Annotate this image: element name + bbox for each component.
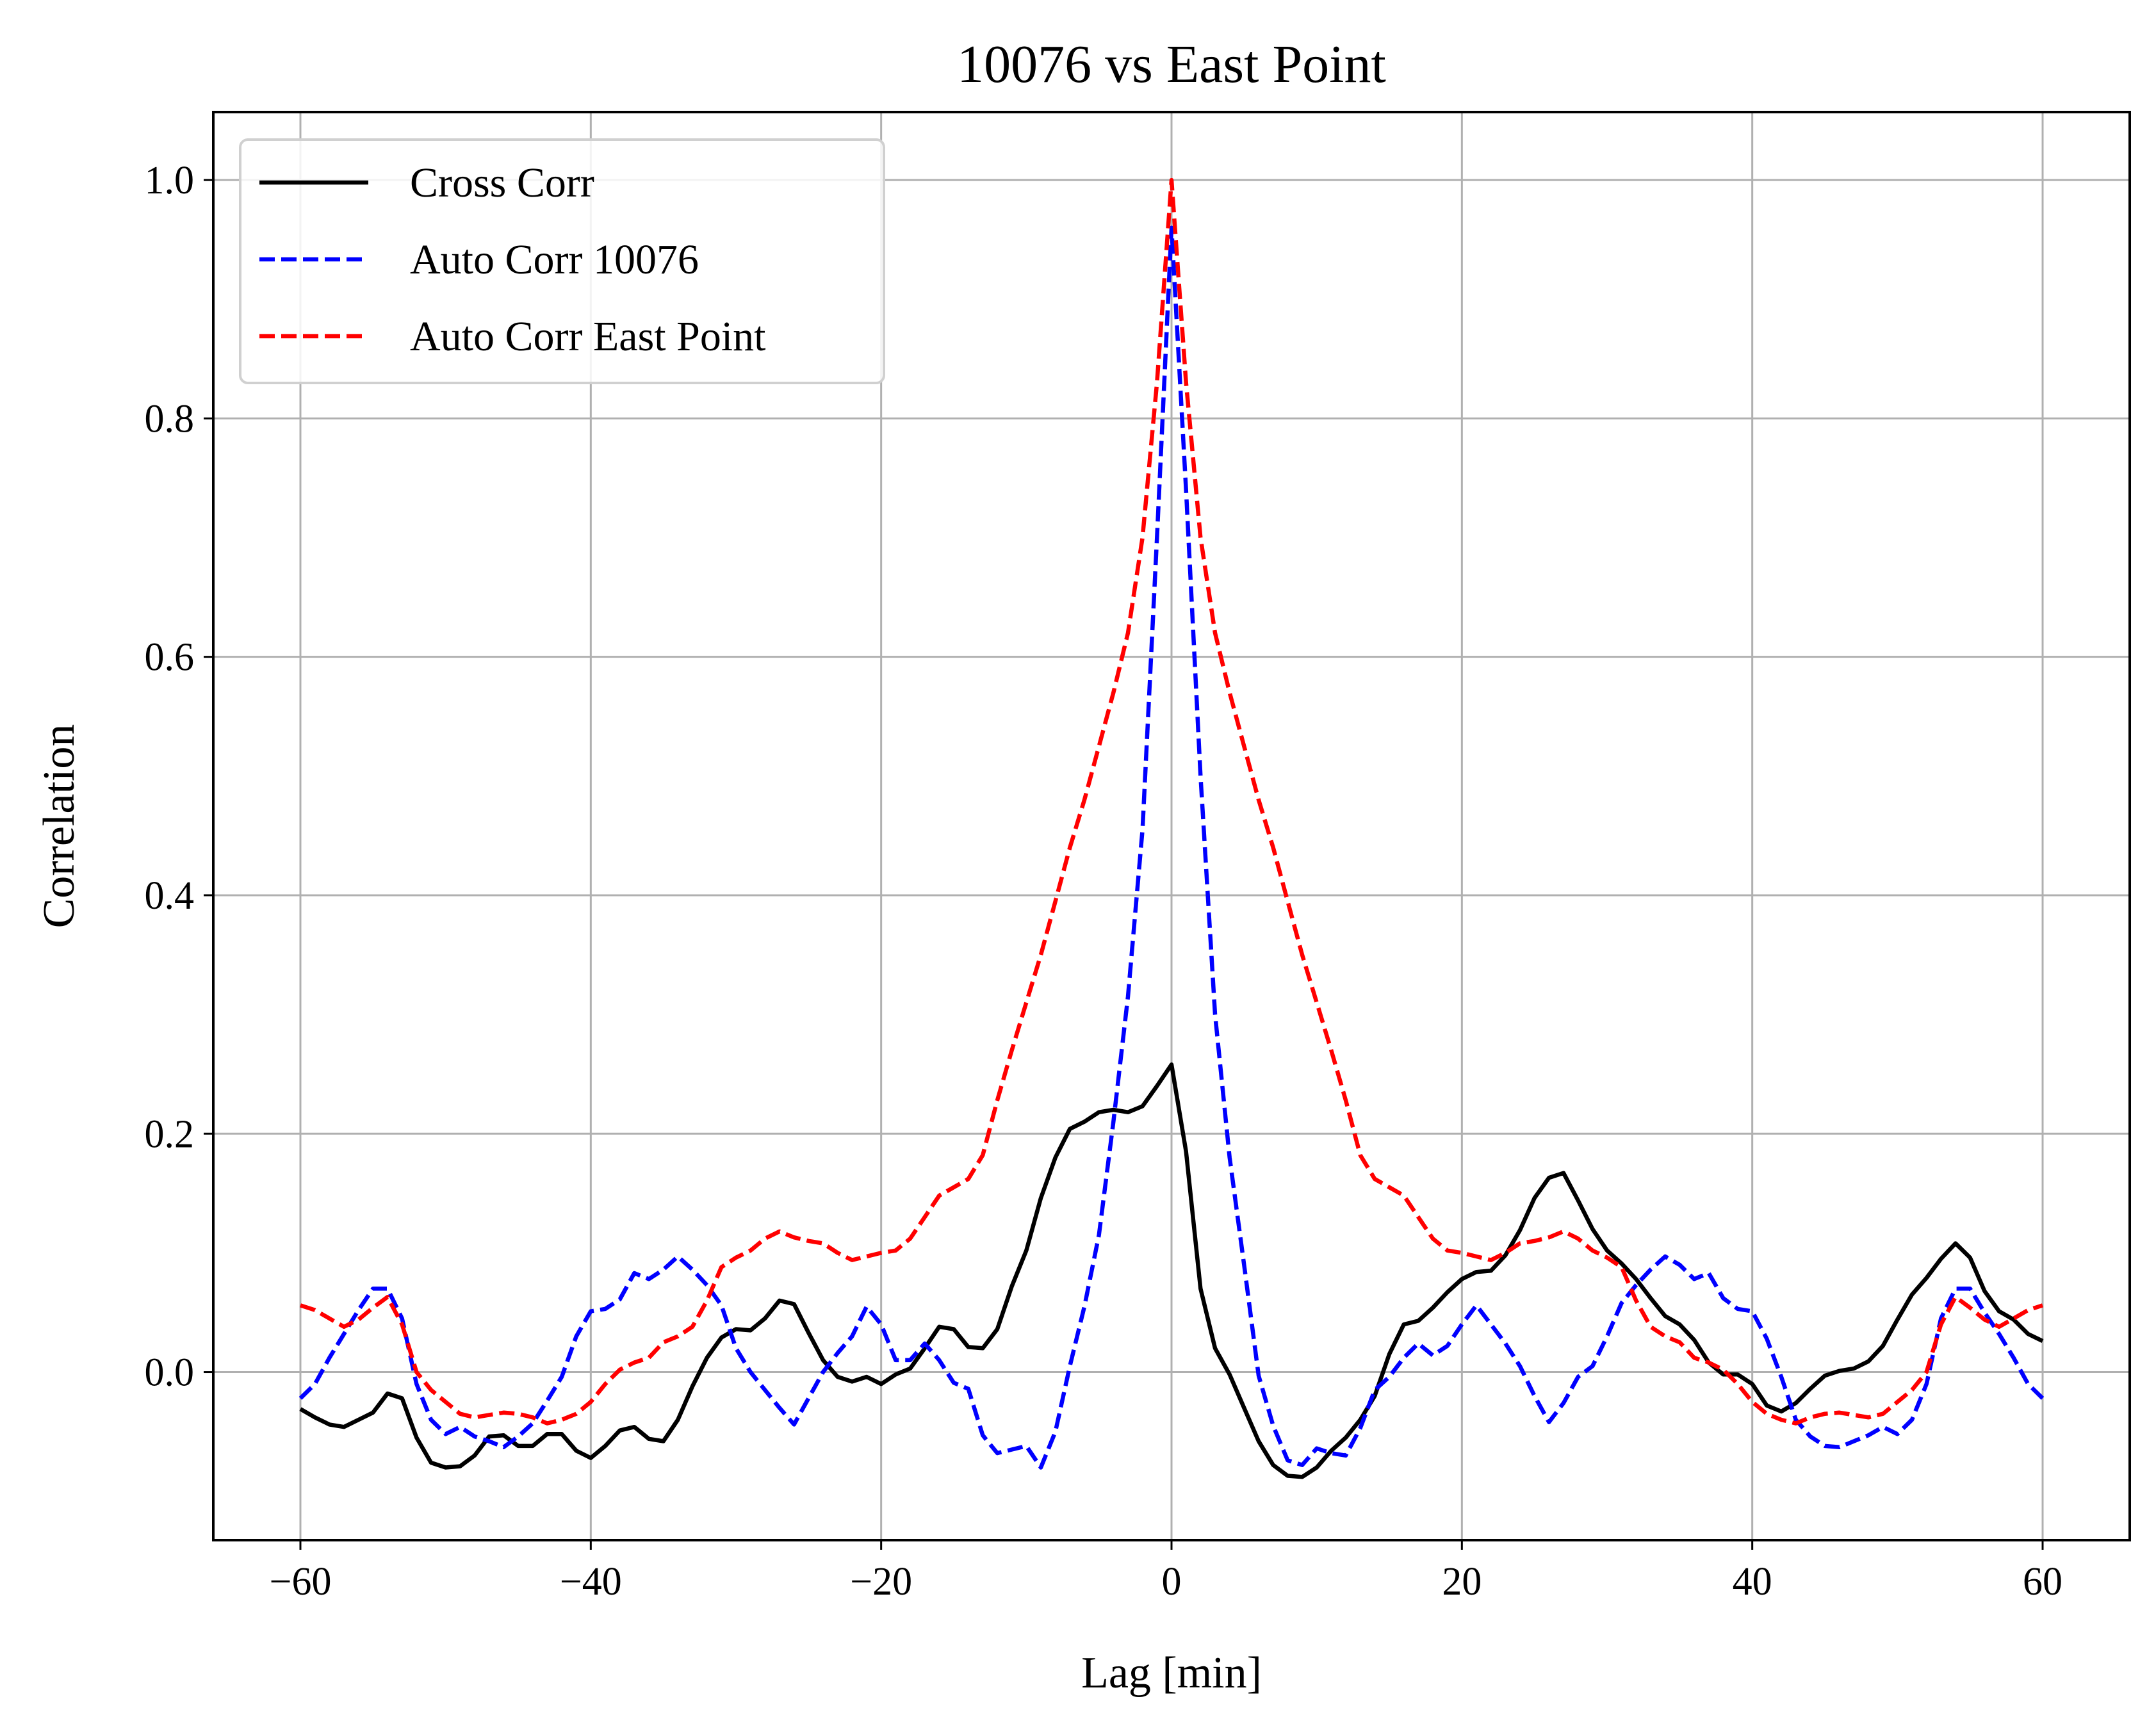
axis-ticks: −60 −40 −20 0 20 40 60 0.0 0.2 0.4 0.6 0.8 1.0 [145, 159, 2063, 1604]
x-tick-label: −40 [560, 1560, 622, 1604]
y-tick-label: 1.0 [145, 159, 195, 202]
y-tick-label: 0.2 [145, 1112, 195, 1156]
y-tick-label: 0.0 [145, 1351, 195, 1395]
x-tick-label: 60 [2023, 1560, 2062, 1604]
y-tick-label: 0.6 [145, 636, 195, 679]
auto-corr-10076-line [298, 225, 2045, 1470]
x-tick-label: 20 [1442, 1560, 1482, 1604]
y-tick-label: 0.4 [145, 874, 195, 918]
x-tick-label: −20 [850, 1560, 912, 1604]
x-axis-label: Lag [min] [1081, 1648, 1262, 1698]
legend: Cross Corr Auto Corr 10076 Auto Corr East … [239, 138, 885, 384]
legend-label: Auto Corr 10076 [410, 236, 699, 283]
x-tick-label: −60 [270, 1560, 332, 1604]
y-axis-label: Correlation [35, 724, 84, 929]
cross-corr-line [299, 1062, 2044, 1479]
chart-title: 10076 vs East Point [957, 35, 1386, 94]
legend-label: Cross Corr [410, 159, 594, 206]
legend-label: Auto Corr East Point [410, 313, 766, 360]
auto-corr-east-point-line [299, 177, 2044, 1426]
series-lines [298, 177, 2045, 1479]
y-tick-label: 0.8 [145, 397, 195, 441]
x-tick-label: 40 [1733, 1560, 1772, 1604]
legend-box [239, 138, 885, 384]
x-tick-label: 0 [1162, 1560, 1182, 1604]
